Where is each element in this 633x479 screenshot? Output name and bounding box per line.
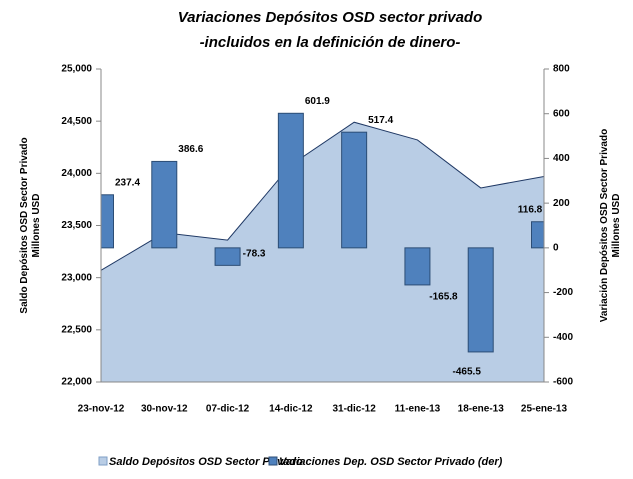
y2-tick-label: 600 bbox=[553, 108, 570, 119]
y2-tick-label: -600 bbox=[553, 377, 573, 388]
bar bbox=[531, 221, 544, 249]
x-tick-label: 11-ene-13 bbox=[395, 404, 441, 415]
value-label: -78.3 bbox=[243, 248, 266, 259]
y2-tick-label: 800 bbox=[553, 64, 570, 75]
value-label: 116.8 bbox=[518, 204, 543, 215]
value-label: 237.4 bbox=[115, 177, 140, 188]
bar bbox=[467, 247, 494, 353]
y-tick-label: 22,500 bbox=[61, 324, 92, 335]
legend-label: Saldo Depósitos OSD Sector Privado bbox=[109, 456, 303, 468]
x-tick-label: 25-ene-13 bbox=[521, 404, 568, 415]
x-tick-label: 31-dic-12 bbox=[332, 404, 376, 415]
bar bbox=[101, 194, 114, 249]
bar bbox=[341, 131, 368, 249]
y2-tick-label: -400 bbox=[553, 332, 573, 343]
legend-label: Variaciones Dep. OSD Sector Privado (der… bbox=[279, 456, 503, 468]
y-axis-label: Saldo Depósitos OSD Sector PrivadoMillon… bbox=[19, 137, 42, 313]
y-tick-label: 23,500 bbox=[61, 220, 92, 231]
value-label: 386.6 bbox=[178, 144, 203, 155]
y2-tick-label: 0 bbox=[553, 242, 559, 253]
x-tick-label: 30-nov-12 bbox=[141, 404, 188, 415]
value-label: -465.5 bbox=[453, 367, 482, 378]
value-label: 601.9 bbox=[305, 96, 330, 107]
legend-swatch bbox=[98, 456, 108, 466]
y2-tick-label: -200 bbox=[553, 287, 573, 298]
value-label: 517.4 bbox=[368, 115, 393, 126]
x-tick-label: 23-nov-12 bbox=[78, 404, 125, 415]
bar bbox=[214, 247, 241, 266]
x-tick-label: 18-ene-13 bbox=[458, 404, 505, 415]
y-tick-label: 24,500 bbox=[61, 116, 92, 127]
y2-tick-label: 400 bbox=[553, 153, 570, 164]
chart-title: Variaciones Depósitos OSD sector privado bbox=[178, 9, 483, 26]
y-tick-label: 25,000 bbox=[61, 64, 92, 75]
y-tick-label: 23,000 bbox=[61, 272, 92, 283]
area bbox=[101, 122, 544, 383]
legend-swatch bbox=[268, 456, 278, 466]
bars bbox=[101, 112, 544, 353]
y2-tick-label: 200 bbox=[553, 198, 570, 209]
x-tick-label: 14-dic-12 bbox=[269, 404, 313, 415]
bar bbox=[151, 160, 178, 249]
y-tick-label: 24,000 bbox=[61, 168, 92, 179]
chart-subtitle: -incluidos en la definición de dinero- bbox=[200, 34, 461, 51]
y-tick-label: 22,000 bbox=[61, 377, 92, 388]
bar bbox=[277, 112, 304, 249]
bar bbox=[404, 247, 431, 286]
y2-axis-label: Variación Depósitos OSD Sector PrivadoMi… bbox=[599, 129, 622, 322]
value-label: -165.8 bbox=[429, 292, 458, 303]
x-tick-label: 07-dic-12 bbox=[206, 404, 250, 415]
